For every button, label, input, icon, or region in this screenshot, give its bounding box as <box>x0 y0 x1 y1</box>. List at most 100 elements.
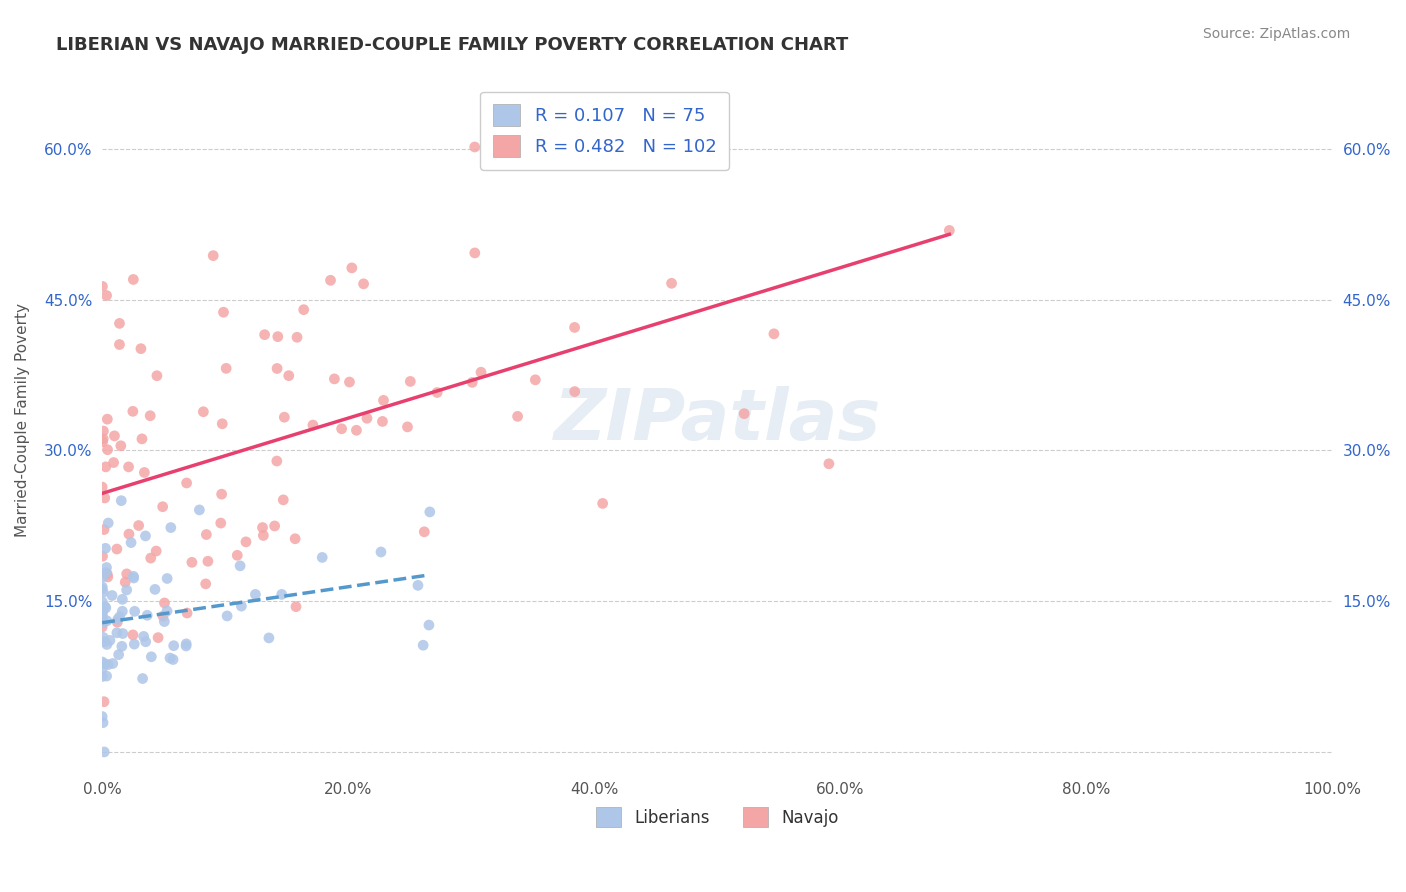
Point <box>108 337 131 351</box>
Point <box>105 541 128 556</box>
Point <box>231 599 253 613</box>
Point <box>592 496 614 510</box>
Point <box>180 555 202 569</box>
Point <box>145 544 167 558</box>
Point <box>139 551 162 566</box>
Point <box>273 410 295 425</box>
Point <box>128 518 150 533</box>
Point <box>91 432 114 446</box>
Point <box>141 649 163 664</box>
Point <box>111 592 134 607</box>
Point <box>319 273 342 287</box>
Point <box>270 587 292 601</box>
Point <box>330 422 353 436</box>
Point <box>96 637 118 651</box>
Point <box>215 361 238 376</box>
Point <box>412 638 434 652</box>
Point <box>111 640 134 654</box>
Point <box>96 566 118 581</box>
Point <box>174 639 197 653</box>
Point <box>122 571 145 585</box>
Point <box>226 549 249 563</box>
Point <box>195 527 218 541</box>
Point <box>91 279 114 293</box>
Point <box>107 612 129 626</box>
Point <box>202 249 225 263</box>
Point <box>733 407 755 421</box>
Point <box>134 529 156 543</box>
Point <box>197 554 219 568</box>
Point <box>159 651 181 665</box>
Point <box>217 609 239 624</box>
Point <box>267 329 290 343</box>
Point <box>159 520 181 534</box>
Point <box>93 424 115 438</box>
Point <box>94 601 117 615</box>
Point <box>108 610 131 624</box>
Point <box>235 534 257 549</box>
Point <box>94 566 117 580</box>
Point <box>96 412 118 426</box>
Point <box>418 618 440 632</box>
Point <box>143 582 166 597</box>
Text: Source: ZipAtlas.com: Source: ZipAtlas.com <box>1202 27 1350 41</box>
Point <box>371 414 394 428</box>
Point <box>103 429 125 443</box>
Point <box>399 375 422 389</box>
Point <box>245 587 267 601</box>
Point <box>271 492 294 507</box>
Point <box>91 605 114 619</box>
Point <box>93 615 115 630</box>
Point <box>93 634 115 648</box>
Point <box>356 411 378 425</box>
Point <box>91 655 114 669</box>
Point <box>176 606 198 620</box>
Point <box>146 368 169 383</box>
Point <box>111 604 134 618</box>
Point <box>413 524 436 539</box>
Point <box>96 442 118 457</box>
Point <box>101 657 124 671</box>
Point <box>97 516 120 530</box>
Legend: Liberians, Navajo: Liberians, Navajo <box>589 800 845 834</box>
Point <box>108 317 131 331</box>
Point <box>93 657 115 671</box>
Point <box>94 541 117 556</box>
Point <box>524 373 547 387</box>
Point <box>91 620 114 634</box>
Point <box>94 459 117 474</box>
Point <box>96 288 118 302</box>
Point <box>212 305 235 319</box>
Point <box>110 493 132 508</box>
Point <box>91 609 114 624</box>
Point <box>176 475 198 490</box>
Point <box>98 633 121 648</box>
Point <box>105 615 128 630</box>
Point <box>194 577 217 591</box>
Point <box>124 637 146 651</box>
Point <box>111 626 134 640</box>
Point <box>277 368 299 383</box>
Point <box>193 405 215 419</box>
Point <box>96 669 118 683</box>
Point <box>211 417 233 431</box>
Point <box>162 652 184 666</box>
Point <box>103 456 125 470</box>
Point <box>209 516 232 530</box>
Point <box>292 302 315 317</box>
Point <box>135 634 157 648</box>
Point <box>105 625 128 640</box>
Point <box>117 459 139 474</box>
Point <box>94 491 117 505</box>
Point <box>153 615 176 629</box>
Point <box>762 326 785 341</box>
Point <box>91 434 114 449</box>
Point <box>174 637 197 651</box>
Point <box>101 589 124 603</box>
Point <box>93 523 115 537</box>
Point <box>266 361 288 376</box>
Point <box>211 487 233 501</box>
Point <box>134 466 156 480</box>
Point <box>118 527 141 541</box>
Point <box>93 695 115 709</box>
